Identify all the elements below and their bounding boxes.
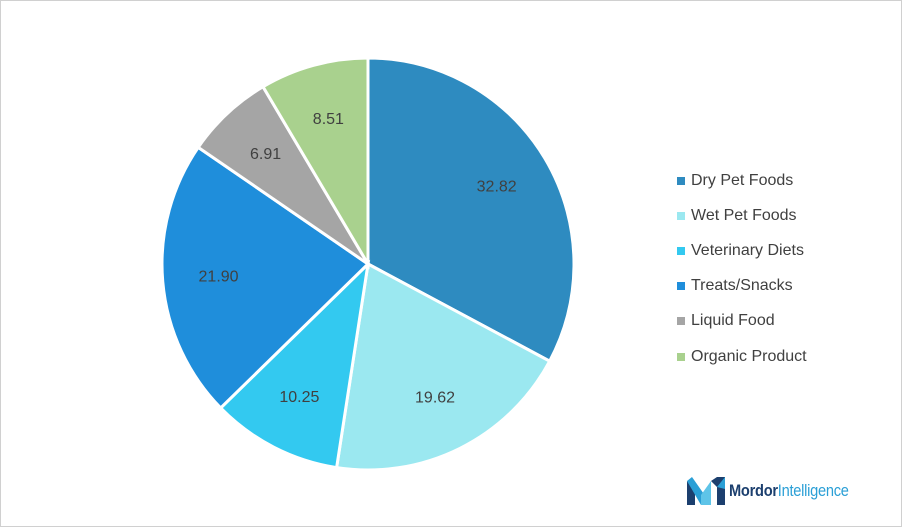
slice-label-dry-pet-foods: 32.82 [477,178,517,195]
legend-label: Wet Pet Foods [691,206,797,224]
brand-name: MordorIntelligence [729,481,849,501]
brand-logo: MordorIntelligence [687,477,868,505]
legend-item-treats-snacks: Treats/Snacks [677,269,887,304]
legend-item-liquid-food: Liquid Food [677,304,887,339]
legend-label: Organic Product [691,347,807,365]
brand-name-part2: Intelligence [777,481,849,500]
legend-label: Veterinary Diets [691,241,804,259]
slice-label-liquid-food: 6.91 [250,146,281,163]
legend-swatch [677,176,685,185]
legend-swatch [677,246,685,255]
slice-label-organic-product: 8.51 [313,111,344,128]
pie-slice-dry-pet-foods [366,56,576,364]
legend-swatch [677,317,685,326]
slice-label-veterinary-diets: 10.25 [279,389,319,406]
legend-item-wet-pet-foods: Wet Pet Foods [677,198,887,233]
legend-swatch [677,282,685,291]
slice-label-treats-snacks: 21.90 [199,268,239,285]
mordor-logo-icon [687,477,725,505]
pie-slice-wet-pet-foods [334,261,552,472]
slice-label-wet-pet-foods: 19.62 [415,390,455,407]
legend-item-veterinary-diets: Veterinary Diets [677,233,887,268]
legend-label: Liquid Food [691,312,775,330]
legend-item-organic-product: Organic Product [677,339,887,374]
brand-name-part1: Mordor [729,481,778,500]
pie-slice-organic-product [260,56,370,270]
legend-swatch [677,352,685,361]
legend-label: Dry Pet Foods [691,171,794,189]
legend-item-dry-pet-foods: Dry Pet Foods [677,163,887,198]
pie-slice-treats-snacks [160,145,371,411]
legend-swatch [677,211,685,220]
pie-slice-veterinary-diets [218,259,371,470]
legend-label: Treats/Snacks [691,277,793,295]
chart-legend: Dry Pet Foods Wet Pet Foods Veterinary Die… [677,163,887,374]
